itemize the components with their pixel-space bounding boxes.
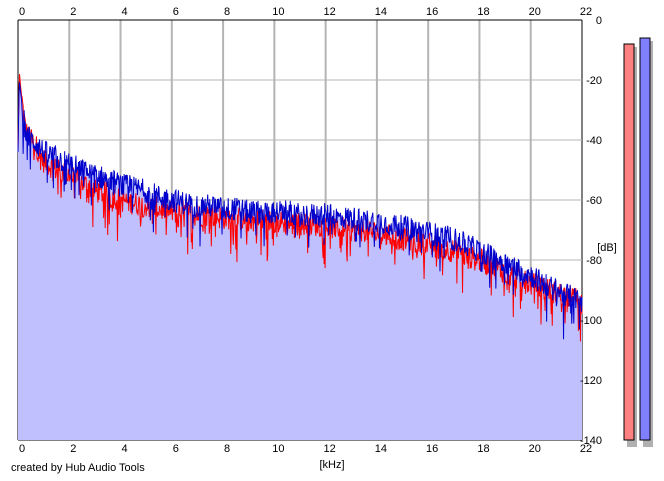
x-tick-label: 16 <box>426 6 438 18</box>
y-tick-label: -80 <box>586 255 602 267</box>
y-tick-label: -60 <box>586 195 602 207</box>
x-tick-label: 18 <box>477 6 489 18</box>
x-axis-unit-label: [kHz] <box>319 459 344 471</box>
y-tick-label: 0 <box>596 15 602 27</box>
y-tick-label: -100 <box>580 315 602 327</box>
x-tick-label: 8 <box>224 6 230 18</box>
credit-text: created by Hub Audio Tools <box>11 462 145 474</box>
x-tick-labels-bottom: 0 2 4 6 8 10 12 14 16 18 20 22 <box>19 443 592 455</box>
x-tick-label: 20 <box>529 443 541 455</box>
x-tick-label: 22 <box>580 443 592 455</box>
x-tick-label: 6 <box>173 6 179 18</box>
x-tick-label: 14 <box>375 6 387 18</box>
x-tick-label: 12 <box>324 443 336 455</box>
y-axis-unit-label: [dB] <box>597 242 617 254</box>
x-tick-label: 4 <box>121 6 127 18</box>
x-tick-label: 10 <box>272 6 284 18</box>
x-tick-label: 16 <box>426 443 438 455</box>
x-tick-label: 6 <box>173 443 179 455</box>
x-tick-label: 0 <box>19 443 25 455</box>
x-tick-label: 12 <box>324 6 336 18</box>
y-tick-label: -120 <box>580 375 602 387</box>
x-tick-label: 10 <box>272 443 284 455</box>
x-tick-labels-top: 0 2 4 6 8 10 12 14 16 18 20 22 <box>19 6 592 18</box>
right-level-meter <box>639 37 651 441</box>
right-channel-line <box>17 82 583 340</box>
x-tick-label: 8 <box>224 443 230 455</box>
x-tick-label: 14 <box>375 443 387 455</box>
x-tick-label: 4 <box>121 443 127 455</box>
y-tick-label: -40 <box>586 135 602 147</box>
left-level-meter <box>623 43 635 441</box>
y-tick-label: -140 <box>580 435 602 447</box>
x-tick-label: 20 <box>529 6 541 18</box>
y-tick-labels: 0 -20 -40 -60 -80 -100 -120 -140 <box>580 15 602 447</box>
spectrum-fill-area <box>18 74 582 440</box>
x-tick-label: 18 <box>477 443 489 455</box>
x-tick-label: 2 <box>70 6 76 18</box>
y-tick-label: -20 <box>586 75 602 87</box>
x-tick-label: 2 <box>70 443 76 455</box>
x-tick-label: 22 <box>580 6 592 18</box>
x-tick-label: 0 <box>19 6 25 18</box>
level-meters <box>623 37 653 447</box>
